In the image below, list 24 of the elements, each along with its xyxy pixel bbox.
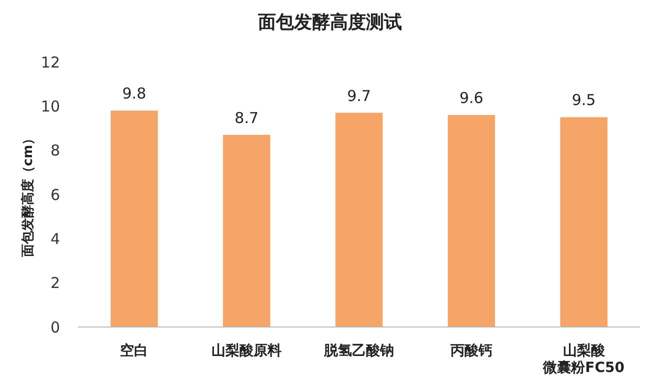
x-tick-label: 丙酸钙 — [449, 343, 492, 359]
y-tick-label: 8 — [50, 142, 60, 160]
x-tick-label: 空白 — [120, 342, 148, 359]
y-tick-label: 2 — [50, 274, 60, 292]
x-tick-label: 山梨酸原料 — [212, 343, 282, 359]
y-tick-label: 4 — [50, 230, 60, 248]
data-label: 8.7 — [234, 108, 259, 127]
bar — [110, 110, 158, 327]
y-tick-label: 6 — [50, 186, 60, 204]
x-tick-label: 脱氢乙酸钠 — [323, 343, 394, 359]
y-tick-label: 10 — [40, 97, 60, 116]
chart-title: 面包发酵高度测试 — [257, 12, 402, 33]
data-label: 9.7 — [347, 86, 371, 105]
data-label: 9.8 — [122, 84, 146, 103]
y-tick-label: 0 — [50, 318, 60, 336]
bar — [448, 115, 496, 327]
x-tick-label: 山梨酸微囊粉FC50 — [542, 343, 625, 376]
y-axis-title: 面包发酵高度（cm） — [20, 132, 36, 258]
y-tick-label: 12 — [40, 53, 60, 72]
data-label: 9.5 — [572, 91, 596, 110]
bar — [222, 134, 270, 327]
bar — [335, 112, 383, 327]
data-label: 9.6 — [459, 89, 484, 107]
bar — [560, 117, 608, 327]
